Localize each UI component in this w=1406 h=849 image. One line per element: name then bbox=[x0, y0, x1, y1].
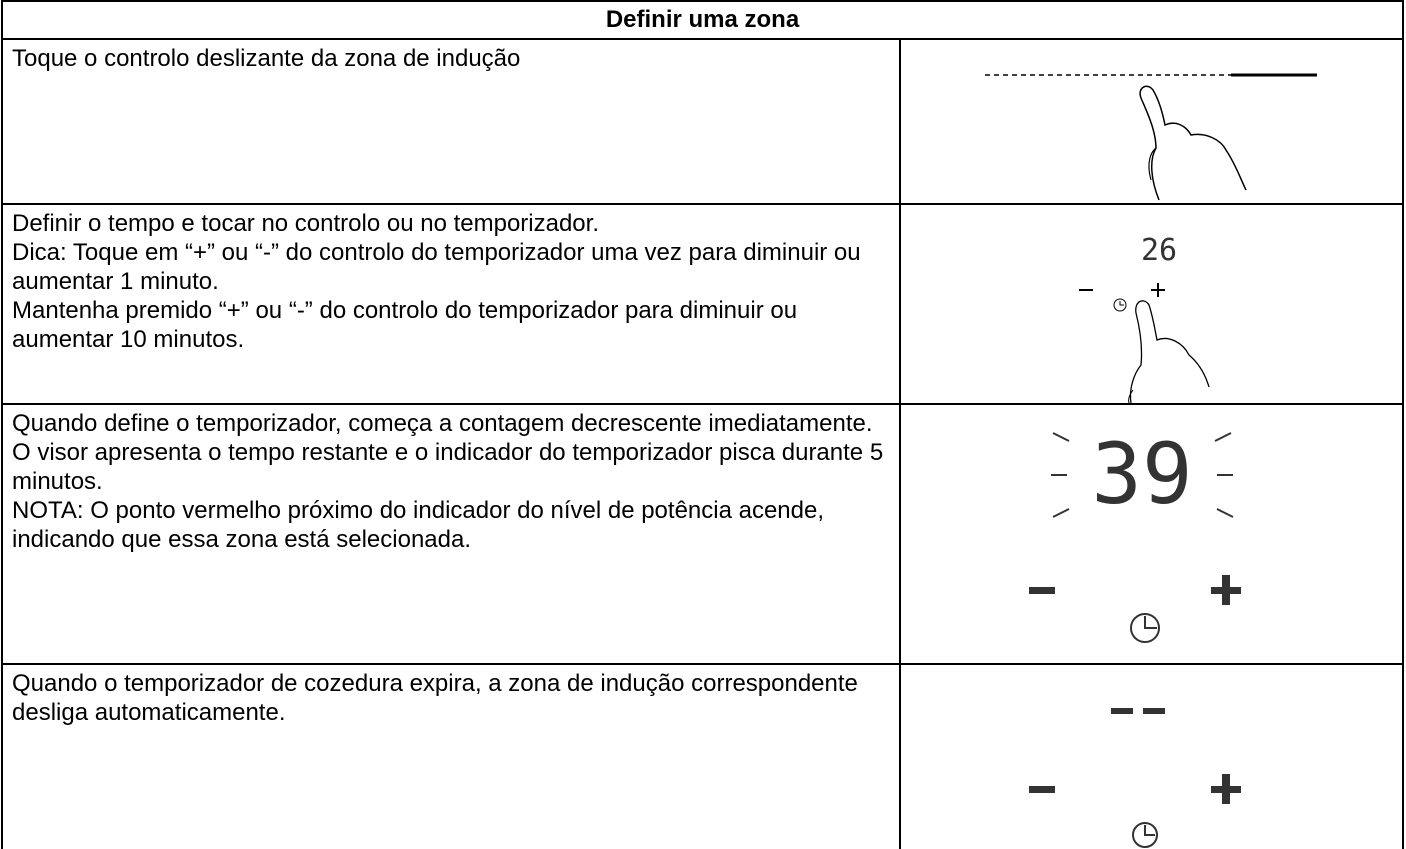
paragraph: Quando define o temporizador, começa a c… bbox=[12, 410, 884, 495]
timer-illustration: 26 bbox=[1079, 233, 1210, 403]
illustration: 39 bbox=[901, 405, 1402, 663]
paragraph: Toque o controlo deslizante da zona de i… bbox=[12, 45, 521, 72]
expired-illustration bbox=[1029, 708, 1241, 848]
paragraph: NOTA: O ponto vermelho próximo do indica… bbox=[12, 497, 825, 553]
illustration: 26 bbox=[901, 205, 1402, 403]
slider-illustration bbox=[985, 73, 1317, 201]
instruction: Quando define o temporizador, começa a c… bbox=[3, 405, 901, 663]
table-row: Quando o temporizador de cozedura expira… bbox=[3, 665, 1402, 849]
paragraph: Definir o tempo e tocar no controlo ou n… bbox=[12, 210, 599, 237]
paragraph: Mantenha premido “+” ou “-” do controlo … bbox=[12, 297, 798, 353]
paragraph: Quando o temporizador de cozedura expira… bbox=[12, 670, 858, 726]
instruction: Quando o temporizador de cozedura expira… bbox=[3, 665, 901, 849]
illustration bbox=[901, 40, 1402, 203]
table-row: Quando define o temporizador, começa a c… bbox=[3, 405, 1402, 665]
paragraph: Dica: Toque em “+” ou “-” do controlo do… bbox=[12, 239, 861, 295]
timer-display: 39 bbox=[1091, 425, 1192, 523]
table-title: Definir uma zona bbox=[3, 0, 1402, 40]
instruction: Definir o tempo e tocar no controlo ou n… bbox=[3, 205, 901, 403]
timer-display: 26 bbox=[1141, 233, 1177, 268]
table-row: Definir o tempo e tocar no controlo ou n… bbox=[3, 205, 1402, 405]
illustration bbox=[901, 665, 1402, 849]
table-row: Toque o controlo deslizante da zona de i… bbox=[3, 40, 1402, 205]
countdown-illustration: 39 bbox=[1029, 425, 1241, 643]
instruction: Toque o controlo deslizante da zona de i… bbox=[3, 40, 901, 203]
